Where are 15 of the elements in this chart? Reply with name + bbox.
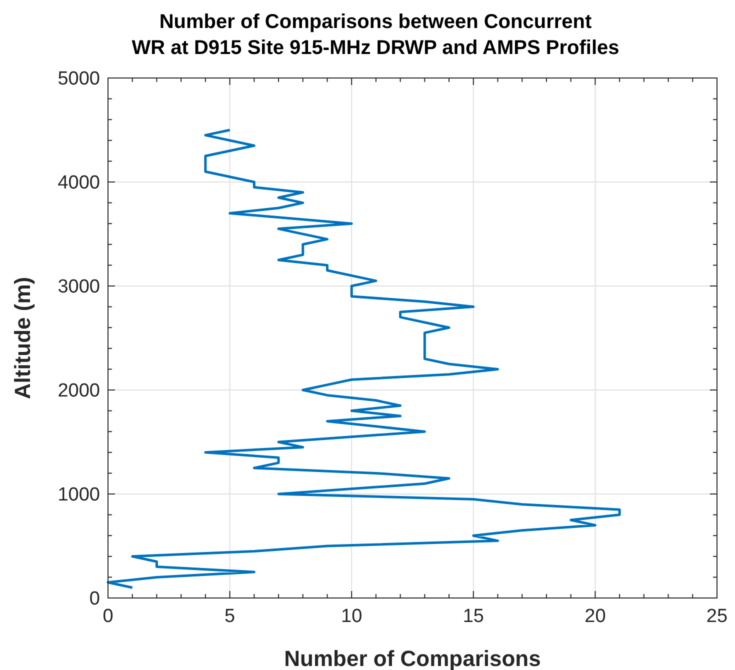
y-tick-label: 5000: [58, 68, 100, 90]
y-tick-label: 0: [89, 588, 100, 610]
x-tick-label: 10: [341, 606, 362, 627]
x-tick-label: 0: [102, 606, 114, 627]
chart-title: Number of Comparisons between Concurrent WR at D915 Site 915-MHz DRWP and AMPS Profiles: [132, 11, 620, 59]
x-tick-label: 15: [462, 606, 484, 627]
y-tick-label: 3000: [58, 276, 100, 298]
y-axis-title: Altitude (m): [10, 276, 35, 400]
y-tick-label: 4000: [58, 172, 100, 194]
y-tick-label: 1000: [58, 484, 100, 506]
x-tick-label: 20: [584, 606, 606, 627]
y-tick-label: 2000: [58, 380, 100, 402]
x-tick-label: 25: [706, 606, 728, 627]
line-series: [106, 128, 621, 589]
x-tick-label: 5: [224, 606, 236, 627]
